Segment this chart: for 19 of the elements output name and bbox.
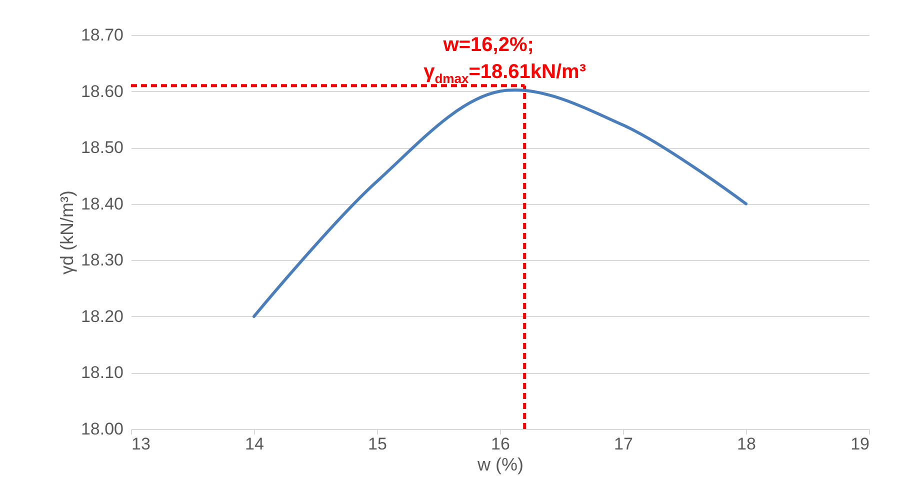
y-axis-title: γd (kN/m³) bbox=[56, 190, 77, 274]
y-tick-label: 18.20 bbox=[80, 306, 124, 326]
x-tick-label: 17 bbox=[614, 434, 633, 454]
y-tick-label: 18.70 bbox=[80, 26, 124, 44]
x-tick-label: 18 bbox=[737, 434, 756, 454]
annotation: w=16,2%; γ$_{dmax}$=18.61kN/m³ bbox=[424, 32, 586, 88]
x-tick-label: 16 bbox=[491, 434, 510, 454]
x-tick-label: 15 bbox=[368, 434, 387, 454]
x-tick-label: 19 bbox=[850, 434, 870, 454]
line-series bbox=[252, 88, 748, 318]
y-tick-label: 18.60 bbox=[80, 82, 124, 101]
y-tick-label: 18.30 bbox=[80, 250, 124, 270]
y-tick-label: 18.00 bbox=[80, 420, 124, 438]
x-tick-label: 13 bbox=[132, 434, 150, 454]
x-axis-title: w (%) bbox=[476, 454, 524, 474]
y-tick-label: 18.40 bbox=[80, 194, 124, 214]
y-tick-label: 18.10 bbox=[80, 363, 124, 382]
y-tick-label: 18.50 bbox=[80, 138, 124, 158]
x-tick-label: 14 bbox=[245, 434, 264, 454]
